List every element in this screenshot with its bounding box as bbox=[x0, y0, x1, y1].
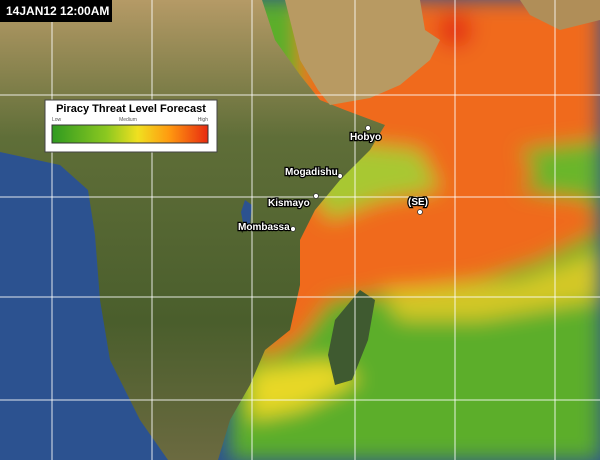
place-label: Mogadishu bbox=[285, 167, 338, 178]
place-marker bbox=[313, 193, 319, 199]
timestamp: 14JAN12 12:00AM bbox=[6, 4, 109, 18]
place-label: Mombassa bbox=[238, 222, 290, 233]
lake bbox=[241, 200, 252, 228]
place-label: Kismayo bbox=[268, 198, 310, 209]
madagascar bbox=[328, 290, 375, 385]
legend-scale bbox=[51, 124, 209, 144]
legend: Piracy Threat Level Forecast Low Medium … bbox=[44, 99, 218, 153]
place-label: Hobyo bbox=[350, 132, 381, 143]
place-marker bbox=[337, 173, 343, 179]
legend-label: Medium bbox=[119, 117, 137, 123]
legend-label: Low bbox=[52, 117, 62, 123]
legend-title: Piracy Threat Level Forecast bbox=[56, 103, 206, 115]
place-marker bbox=[417, 209, 423, 215]
timestamp-box bbox=[0, 0, 112, 22]
arabia bbox=[285, 0, 440, 105]
place-marker bbox=[290, 226, 296, 232]
place-marker bbox=[365, 125, 371, 131]
place-label: (SE) bbox=[408, 197, 428, 208]
oman bbox=[520, 0, 600, 30]
legend-label: High bbox=[198, 117, 209, 123]
places: Hobyo Mogadishu Kismayo Mombassa (SE) bbox=[237, 125, 429, 234]
